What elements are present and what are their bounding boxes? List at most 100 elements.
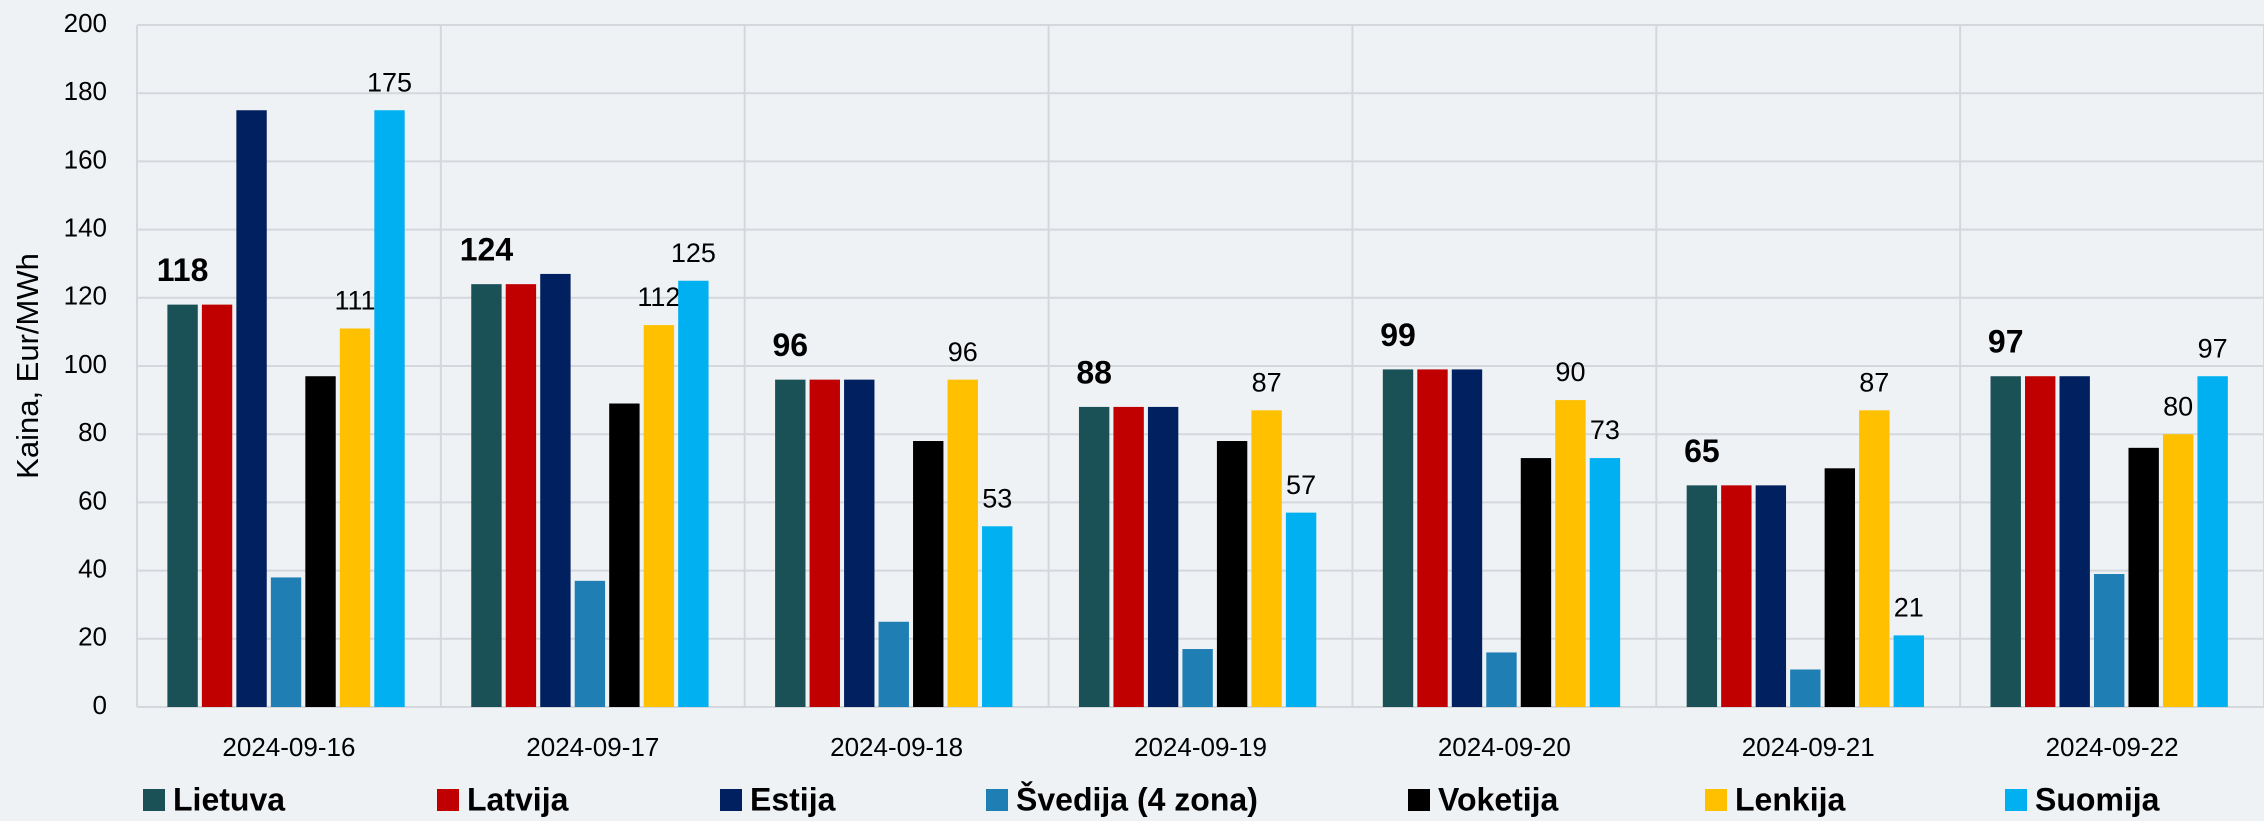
data-label: 175 <box>367 67 412 97</box>
data-label: 97 <box>2198 333 2228 363</box>
bar <box>1859 410 1890 707</box>
bar <box>305 376 336 707</box>
data-label: 125 <box>671 238 716 268</box>
x-tick-label: 2024-09-16 <box>222 732 355 762</box>
data-label: 112 <box>637 282 680 312</box>
legend-label: Lenkija <box>1735 781 1845 817</box>
legend-label: Švedija (4 zona) <box>1016 781 1258 817</box>
legend-label: Latvija <box>467 781 569 817</box>
legend-swatch <box>1705 789 1727 811</box>
x-tick-label: 2024-09-22 <box>2046 732 2179 762</box>
x-tick-label: 2024-09-17 <box>526 732 659 762</box>
data-label: 99 <box>1380 317 1416 353</box>
bar <box>236 110 267 707</box>
y-tick-label: 20 <box>78 622 107 652</box>
bar <box>167 304 198 707</box>
bar <box>1824 468 1856 707</box>
legend-label: Suomija <box>2035 781 2160 817</box>
bar <box>609 403 640 707</box>
y-axis-title: Kaina, Eur/MWh <box>10 253 45 479</box>
bar <box>1216 441 1248 707</box>
y-tick-label: 160 <box>64 144 107 174</box>
x-tick-label: 2024-09-20 <box>1438 732 1571 762</box>
data-label: 65 <box>1684 433 1720 469</box>
bar <box>2128 447 2159 707</box>
bar <box>505 284 537 707</box>
y-tick-label: 0 <box>93 690 107 720</box>
legend-label: Estija <box>750 781 836 817</box>
bar <box>2025 376 2056 707</box>
y-tick-label: 40 <box>78 553 107 583</box>
legend-swatch <box>143 789 165 811</box>
data-label: 96 <box>948 337 978 367</box>
data-label: 87 <box>1859 367 1889 397</box>
legend-label: Lietuva <box>173 781 285 817</box>
bar <box>982 526 1013 707</box>
bar <box>1382 369 1414 707</box>
legend-swatch <box>437 789 459 811</box>
bar <box>947 379 978 707</box>
x-tick-label: 2024-09-21 <box>1742 732 1875 762</box>
bar <box>844 379 875 707</box>
data-label: 97 <box>1988 324 2024 360</box>
bar <box>1686 485 1718 707</box>
bar <box>1893 635 1924 707</box>
bar <box>1755 485 1787 707</box>
bar <box>809 379 840 707</box>
bar <box>2197 376 2228 707</box>
bar <box>1417 369 1448 707</box>
bar <box>471 284 502 707</box>
data-label: 90 <box>1555 357 1585 387</box>
bar <box>1990 376 2021 707</box>
data-label: 21 <box>1894 593 1924 623</box>
bar <box>574 580 606 707</box>
y-tick-label: 180 <box>64 76 107 106</box>
bar <box>374 110 405 707</box>
bar <box>913 441 944 707</box>
bar <box>339 328 371 707</box>
legend-swatch <box>2005 789 2027 811</box>
bar <box>1790 669 1821 707</box>
x-tick-label: 2024-09-19 <box>1134 732 1267 762</box>
bar <box>1285 512 1317 707</box>
legend-swatch <box>986 789 1008 811</box>
bar <box>2162 434 2194 707</box>
data-label: 87 <box>1252 367 1282 397</box>
bar <box>2093 574 2125 707</box>
bar <box>1147 406 1179 707</box>
y-tick-label: 120 <box>64 281 107 311</box>
y-tick-label: 140 <box>64 212 107 242</box>
y-tick-label: 80 <box>78 417 107 447</box>
bar <box>1486 652 1517 707</box>
x-tick-label: 2024-09-18 <box>830 732 963 762</box>
y-tick-label: 60 <box>78 485 107 515</box>
bar <box>878 621 909 707</box>
data-label: 111 <box>334 286 375 316</box>
bar <box>1251 410 1282 707</box>
bar <box>1555 400 1586 707</box>
bar <box>1721 485 1752 707</box>
bar <box>643 325 675 707</box>
data-label: 124 <box>460 232 514 268</box>
bar <box>1451 369 1483 707</box>
y-tick-label: 100 <box>64 349 107 379</box>
bar <box>540 273 571 707</box>
data-label: 96 <box>772 327 808 363</box>
legend-swatch <box>1408 789 1430 811</box>
legend-label: Voketija <box>1438 781 1559 817</box>
data-label: 88 <box>1076 354 1112 390</box>
y-tick-label: 200 <box>64 8 107 38</box>
bar <box>201 304 233 707</box>
data-label: 73 <box>1590 415 1620 445</box>
bar <box>678 280 709 707</box>
bar <box>775 379 806 707</box>
bar <box>1078 406 1110 707</box>
bar <box>270 577 302 707</box>
bar <box>1113 406 1144 707</box>
bar <box>1520 458 1552 707</box>
data-label: 53 <box>982 483 1012 513</box>
data-label: 118 <box>157 252 209 288</box>
bar <box>1182 649 1213 707</box>
legend-swatch <box>720 789 742 811</box>
